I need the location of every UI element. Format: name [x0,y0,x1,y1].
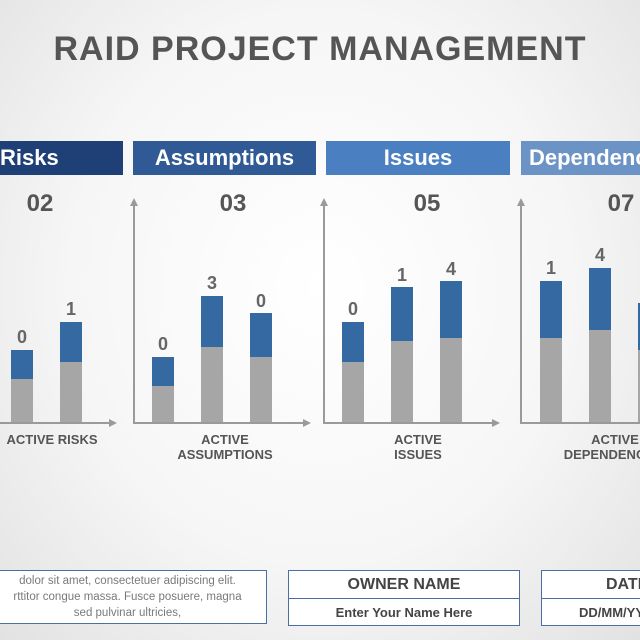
owner-name-field[interactable]: Enter Your Name Here [335,605,473,620]
dependencies-bar-1-label: 1 [545,258,556,278]
total-assumptions: 03 [219,190,247,217]
notes-line-2: rttitor congue massa. Fusce posuere, mag… [13,591,242,603]
caption-issues-line1: ACTIVE [394,432,442,447]
arrow-right-icon [109,418,117,427]
notes-line-3: sed pulvinar ultricies, [73,607,182,619]
assumptions-bar-3-label: 0 [255,291,266,311]
assumptions-bar-1 [152,357,174,422]
assumptions-y-axis [133,202,135,422]
total-issues: 05 [413,190,441,217]
issues-x-axis [323,422,493,424]
notes-box[interactable]: dolor sit amet, consectetuer adipiscing … [0,570,267,624]
header-assumptions: Assumptions [133,141,316,175]
dependencies-bar-3 [638,303,640,422]
risks-x-axis [0,422,110,424]
total-dependencies: 07 [607,190,635,217]
owner-box: OWNER NAME Enter Your Name Here [288,570,520,626]
date-box: DATE DD/MM/YYYY [541,570,640,626]
arrow-right-icon [303,418,311,427]
notes-line-1: dolor sit amet, consectetuer adipiscing … [19,575,236,587]
owner-label: OWNER NAME [289,571,519,599]
caption-risks: ACTIVE RISKS [0,432,112,447]
arrow-up-icon [516,198,525,206]
total-risks: 02 [26,190,54,217]
caption-assumptions-line2: ASSUMPTIONS [177,447,273,462]
assumptions-x-axis [133,422,304,424]
caption-issues: ACTIVE ISSUES [358,432,478,462]
risks-bar-1 [11,350,33,422]
dependencies-y-axis [520,202,522,422]
caption-assumptions-line1: ACTIVE [201,432,249,447]
date-field[interactable]: DD/MM/YYYY [579,605,640,620]
caption-risks-line1: ACTIVE RISKS [6,432,98,447]
risks-bar-2-label: 1 [65,299,76,319]
dependencies-bar-2 [589,268,611,422]
issues-bar-3 [440,281,462,422]
issues-y-axis [323,202,325,422]
issues-bar-2-label: 1 [396,265,407,285]
issues-bar-3-label: 4 [445,259,456,279]
caption-dependencies-line1: ACTIVE [591,432,639,447]
risks-bar-1-label: 0 [16,327,27,347]
assumptions-bar-1-label: 0 [157,334,168,354]
risks-bar-2 [60,322,82,422]
slide-title: RAID PROJECT MANAGEMENT [53,30,587,68]
assumptions-bar-2 [201,296,223,422]
dependencies-x-axis [520,422,640,424]
arrow-up-icon [319,198,328,206]
caption-issues-line2: ISSUES [394,447,442,462]
issues-bar-1-label: 0 [347,299,358,319]
issues-bar-2 [391,287,413,422]
dependencies-bar-2-label: 4 [594,245,605,265]
header-risks: Risks [0,141,123,175]
assumptions-bar-3 [250,313,272,422]
caption-dependencies: ACTIVE DEPENDENCIES [555,432,640,462]
arrow-up-icon [129,198,138,206]
issues-bar-1 [342,322,364,422]
caption-dependencies-line2: DEPENDENCIES [563,447,640,462]
dependencies-bar-1 [540,281,562,422]
caption-assumptions: ACTIVE ASSUMPTIONS [165,432,285,462]
date-label: DATE [542,571,640,599]
header-issues: Issues [326,141,510,175]
arrow-right-icon [492,418,500,427]
assumptions-bar-2-label: 3 [206,273,217,293]
header-dependencies: Dependencies [521,141,640,175]
